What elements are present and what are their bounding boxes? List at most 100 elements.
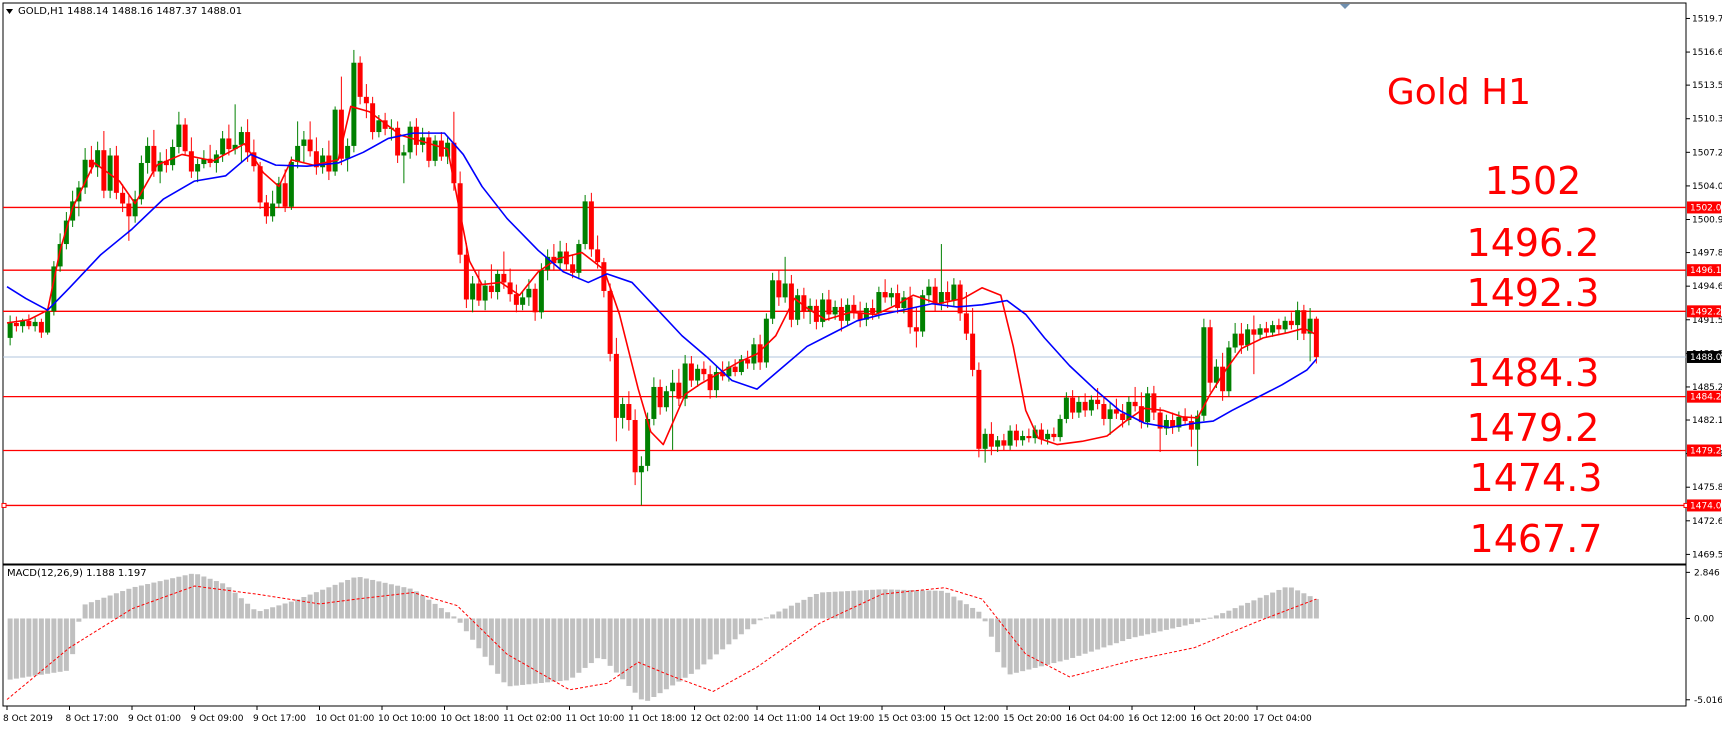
candle-body xyxy=(1313,318,1319,358)
macd-histogram-bar xyxy=(538,618,544,683)
macd-histogram-bar xyxy=(126,588,132,619)
candle-body xyxy=(482,285,488,301)
level-anchor-handle[interactable] xyxy=(1,502,7,508)
candle-body xyxy=(601,262,607,291)
macd-histogram-bar xyxy=(1238,605,1244,619)
macd-histogram-bar xyxy=(238,598,244,619)
x-tick-label: 16 Oct 12:00 xyxy=(1128,714,1187,724)
level-price-tag-text: 1479.24 xyxy=(1690,447,1722,457)
candle xyxy=(338,76,344,166)
macd-histogram-bar xyxy=(795,602,801,619)
macd-histogram-bar xyxy=(1157,618,1163,632)
macd-histogram-bar xyxy=(413,591,419,619)
candle-body xyxy=(1170,420,1176,428)
macd-histogram-bar xyxy=(1070,618,1076,658)
candle xyxy=(363,84,369,119)
macd-histogram-bar xyxy=(338,582,344,619)
candle-body xyxy=(1157,412,1163,429)
x-tick-label: 12 Oct 02:00 xyxy=(691,714,750,724)
candle xyxy=(707,365,713,399)
candle xyxy=(188,137,194,178)
candle-body xyxy=(501,273,507,283)
candle-body xyxy=(613,353,619,418)
candle-body xyxy=(945,292,951,301)
macd-histogram-bar xyxy=(588,618,594,664)
macd-histogram-bar xyxy=(1257,597,1263,619)
candle-body xyxy=(1226,347,1232,392)
candle-body xyxy=(1207,327,1213,383)
candle-body xyxy=(176,124,182,147)
macd-histogram-bar xyxy=(663,618,669,690)
candle xyxy=(1176,411,1182,432)
candle-body xyxy=(1013,430,1019,441)
candle-body xyxy=(607,290,613,354)
candle-body xyxy=(351,62,357,146)
candle xyxy=(357,56,363,105)
macd-histogram-bar xyxy=(820,592,826,619)
macd-histogram-bar xyxy=(63,618,69,671)
x-tick-label: 14 Oct 19:00 xyxy=(816,714,875,724)
macd-histogram-bar xyxy=(963,604,969,619)
macd-histogram-bar xyxy=(1213,615,1219,619)
candle xyxy=(413,118,419,156)
candle xyxy=(1201,318,1207,422)
macd-histogram-bar xyxy=(332,584,338,619)
candle-body xyxy=(488,285,494,293)
y-tick-label: 1516.60 xyxy=(1692,48,1722,58)
current-price-tag-text: 1488.01 xyxy=(1690,353,1722,363)
macd-histogram-bar xyxy=(263,609,269,619)
macd-histogram-bar xyxy=(1182,618,1188,626)
candle-body xyxy=(720,372,726,377)
candle-body xyxy=(576,244,582,273)
candle-body xyxy=(345,145,351,159)
candle-body xyxy=(7,322,13,338)
macd-histogram-bar xyxy=(507,618,513,687)
macd-histogram-bar xyxy=(195,574,201,619)
macd-histogram-bar xyxy=(970,607,976,619)
candle-body xyxy=(63,220,69,245)
macd-histogram-bar xyxy=(132,586,138,619)
candle-body xyxy=(795,295,801,320)
candle xyxy=(907,286,913,334)
macd-histogram-bar xyxy=(282,603,288,619)
candle xyxy=(1295,301,1301,341)
candle xyxy=(307,121,313,157)
chart-shift-marker-icon[interactable] xyxy=(1340,4,1350,9)
macd-histogram-bar xyxy=(226,587,232,619)
candle-body xyxy=(432,140,438,161)
candle-body xyxy=(463,254,469,300)
macd-histogram-bar xyxy=(188,573,194,619)
candle xyxy=(682,354,688,407)
candle xyxy=(1257,324,1263,341)
macd-histogram-bar xyxy=(1288,587,1294,619)
y-tick-label: 1507.20 xyxy=(1692,148,1722,158)
candle-body xyxy=(1063,397,1069,419)
candle-body xyxy=(888,293,894,298)
candle xyxy=(601,257,607,298)
candle-body xyxy=(657,386,663,408)
menu-triangle-icon[interactable] xyxy=(6,9,13,14)
candle-body xyxy=(895,293,901,309)
candle xyxy=(607,283,613,362)
candle xyxy=(663,385,669,412)
candle xyxy=(401,144,407,184)
macd-histogram-bar xyxy=(651,618,657,697)
candle xyxy=(488,264,494,299)
macd-layer xyxy=(6,573,1319,701)
candle xyxy=(170,139,176,171)
candle xyxy=(732,359,738,377)
candle-body xyxy=(470,283,476,300)
candle-body xyxy=(157,160,163,172)
candle xyxy=(888,287,894,306)
macd-histogram-bar xyxy=(1170,618,1176,629)
candle xyxy=(1001,433,1007,451)
macd-histogram-bar xyxy=(1163,618,1169,630)
level-annotation-label: 1496.2 xyxy=(1467,221,1600,265)
macd-histogram-bar xyxy=(526,618,532,685)
candle-body xyxy=(582,201,588,245)
candle xyxy=(232,104,238,155)
candle xyxy=(1107,401,1113,435)
candle xyxy=(463,242,469,309)
candle-body xyxy=(520,297,526,305)
